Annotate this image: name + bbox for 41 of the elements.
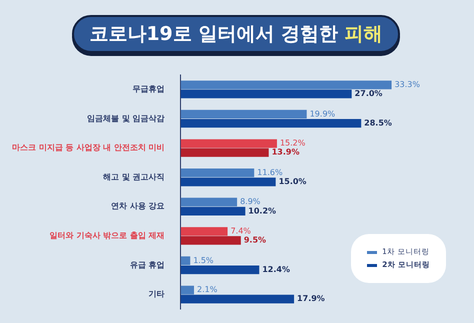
data-label: 2.1% [197, 285, 218, 294]
data-label: 10.2% [248, 206, 276, 216]
data-label: 17.9% [297, 294, 325, 304]
bar [180, 148, 269, 157]
data-label: 8.9% [240, 197, 261, 206]
bar [180, 110, 307, 119]
bar [180, 178, 276, 186]
data-label: 15.0% [278, 176, 306, 186]
y-tick-label: 연차 사용 강요 [111, 202, 165, 211]
y-tick-label: 기타 [148, 290, 165, 299]
data-label: 7.4% [230, 226, 252, 236]
data-label: 33.3% [394, 80, 420, 89]
data-label: 13.9% [272, 148, 300, 157]
bar [180, 206, 246, 216]
data-label: 11.6% [257, 168, 283, 177]
y-tick-label: 임금체불 및 임금삭감 [87, 114, 165, 123]
bar [180, 227, 228, 236]
data-label: 15.2% [280, 138, 306, 148]
data-label: 27.0% [354, 89, 382, 98]
y-tick-label: 해고 및 권고사직 [103, 172, 165, 182]
bar [180, 236, 241, 245]
chart-title: 코로나19로 일터에서 경험한 피해 [89, 23, 383, 45]
bar [180, 139, 277, 148]
data-label: 9.5% [244, 236, 266, 245]
bar [180, 80, 392, 90]
data-label: 19.9% [310, 109, 336, 118]
y-tick-label: 무급휴업 [132, 84, 165, 94]
data-label: 28.5% [364, 118, 392, 128]
bar [180, 256, 190, 266]
bar [180, 294, 294, 304]
bar [180, 90, 352, 98]
data-label: 12.4% [262, 264, 290, 274]
bar [180, 265, 260, 274]
bar [180, 198, 238, 206]
y-tick-label: 마스크 미지급 등 사업장 내 안전조치 미비 [12, 143, 165, 152]
y-tick-label: 유급 휴업 [130, 260, 165, 270]
bar [180, 118, 362, 128]
data-label: 1.5% [193, 256, 214, 265]
bar [180, 286, 194, 294]
y-tick-label: 일터와 기숙사 밖으로 출입 제재 [50, 231, 165, 240]
bar [180, 168, 254, 178]
